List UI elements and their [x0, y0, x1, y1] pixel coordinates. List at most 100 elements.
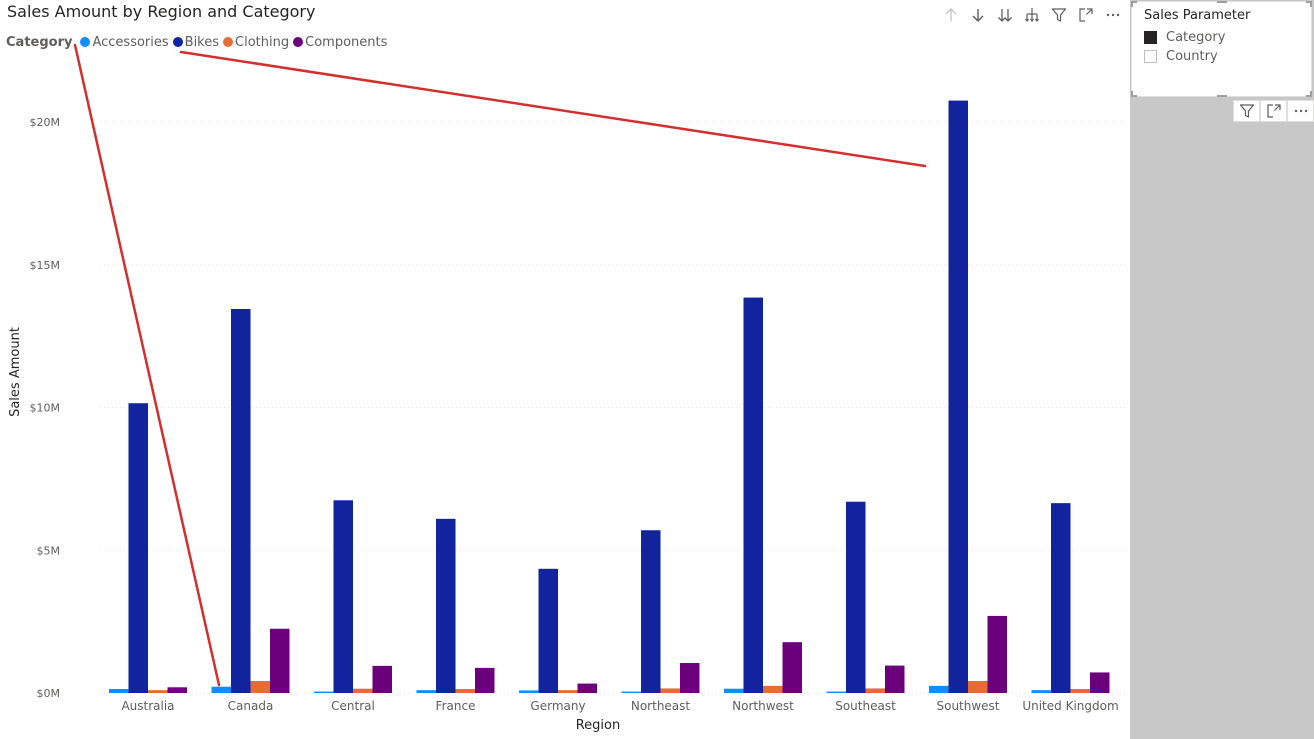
bar [519, 690, 539, 693]
x-tick-label: United Kingdom [1022, 699, 1118, 713]
drill-up-button[interactable] [937, 4, 964, 26]
bar [1051, 503, 1071, 693]
x-tick-label: France [436, 699, 476, 713]
slicer-option-label: Category [1166, 29, 1226, 45]
slicer-focus-mode-button[interactable] [1260, 100, 1287, 122]
bar [211, 686, 231, 693]
slicer-more-options-button[interactable] [1287, 100, 1314, 122]
bar [948, 100, 968, 693]
bar [987, 615, 1007, 693]
slicer-title: Sales Parameter [1144, 8, 1251, 23]
legend-item-clothing[interactable]: Clothing [223, 35, 289, 50]
filter-icon [1051, 8, 1066, 22]
bar [743, 297, 763, 693]
x-tick-label: Southeast [835, 699, 896, 713]
y-tick-label: $15M [30, 259, 61, 272]
bar [885, 665, 905, 693]
slicer-option-category[interactable]: Category [1144, 29, 1225, 45]
sales-parameter-slicer[interactable]: Sales Parameter Category Country [1131, 1, 1312, 97]
x-tick-label: Central [331, 699, 375, 713]
x-tick-label: Northeast [631, 699, 691, 713]
arrow-up-icon [945, 8, 956, 21]
go-to-next-level-button[interactable] [991, 4, 1018, 26]
chart-plot-area: $0M $5M $10M $15M $20M Australia Canada Central… [8, 43, 1125, 733]
bar [475, 667, 495, 693]
more-options-icon [1294, 109, 1307, 113]
legend-dot-accessories-icon [80, 37, 91, 47]
legend-label: Bikes [184, 34, 220, 50]
y-tick-label: $10M [30, 402, 61, 415]
bar [416, 690, 436, 693]
more-options-icon [1106, 13, 1119, 17]
bar [680, 663, 700, 693]
clustered-column-chart-visual[interactable]: $0M $5M $10M $15M $20M Australia Canada Central… [0, 0, 1130, 739]
bar [846, 501, 866, 693]
resize-handle-top-right[interactable] [1306, 1, 1312, 7]
legend-label: Components [305, 34, 388, 50]
bar [782, 642, 802, 693]
expand-hierarchy-icon [1024, 8, 1039, 22]
visual-header-toolbar [937, 4, 1126, 26]
more-options-button[interactable] [1099, 4, 1126, 26]
focus-mode-button[interactable] [1072, 4, 1099, 26]
x-tick-label: Canada [228, 699, 274, 713]
bar [660, 688, 680, 693]
bar [148, 690, 168, 693]
y-tick-label: $0M [37, 687, 61, 700]
legend-item-accessories[interactable]: Accessories [80, 34, 169, 50]
double-arrow-down-icon [997, 9, 1012, 22]
legend-title: Category [6, 34, 73, 50]
slicer-option-country[interactable]: Country [1144, 48, 1218, 64]
legend-label: Clothing [235, 34, 290, 50]
checkbox-unchecked-icon[interactable] [1144, 49, 1157, 63]
resize-handle-bottom-left[interactable] [1131, 91, 1137, 97]
bar [455, 689, 475, 693]
bar [621, 691, 641, 693]
bar [538, 568, 558, 693]
bar [724, 688, 744, 693]
bar [577, 683, 597, 693]
focus-mode-icon [1266, 104, 1281, 118]
bar [641, 530, 661, 693]
resize-handle-top-left[interactable] [1131, 1, 1137, 7]
resize-handle-bottom[interactable] [1217, 91, 1227, 97]
x-tick-label: Australia [121, 699, 174, 713]
bar [1031, 690, 1051, 693]
canvas-background [1130, 0, 1314, 739]
x-tick-label: Germany [530, 699, 585, 713]
bar [353, 688, 373, 693]
y-tick-label: $5M [37, 544, 61, 557]
bar [968, 681, 988, 693]
checkbox-checked-icon[interactable] [1144, 30, 1157, 44]
bar [436, 518, 456, 693]
slicer-filter-button[interactable] [1233, 100, 1260, 122]
chart-legend: Category Accessories Bikes Clothing Comp… [6, 33, 391, 51]
resize-handle-bottom-right[interactable] [1306, 91, 1312, 97]
annotation-line-accessories [73, 43, 221, 687]
slicer-option-label: Country [1166, 48, 1218, 64]
bar [558, 690, 578, 693]
x-tick-label: Southwest [936, 699, 999, 713]
legend-label: Accessories [92, 34, 169, 50]
legend-item-components[interactable]: Components [293, 35, 387, 50]
annotation-line-bikes [179, 50, 927, 168]
legend-item-bikes[interactable]: Bikes [172, 34, 220, 50]
focus-mode-icon [1078, 8, 1093, 22]
bar [333, 500, 353, 693]
y-axis-title: Sales Amount [8, 327, 23, 417]
bar [1070, 689, 1090, 693]
expand-hierarchy-button[interactable] [1018, 4, 1045, 26]
bar [1090, 672, 1110, 693]
slicer-header-toolbar [1233, 100, 1314, 122]
bar [314, 691, 334, 693]
filter-button[interactable] [1045, 4, 1072, 26]
arrow-down-icon [972, 9, 983, 22]
y-tick-label: $20M [30, 116, 61, 129]
drill-down-button[interactable] [964, 4, 991, 26]
bar [250, 681, 270, 693]
resize-handle-top[interactable] [1217, 1, 1227, 7]
bar [270, 628, 290, 693]
chart-title: Sales Amount by Region and Category [7, 2, 316, 21]
bar [128, 403, 148, 693]
